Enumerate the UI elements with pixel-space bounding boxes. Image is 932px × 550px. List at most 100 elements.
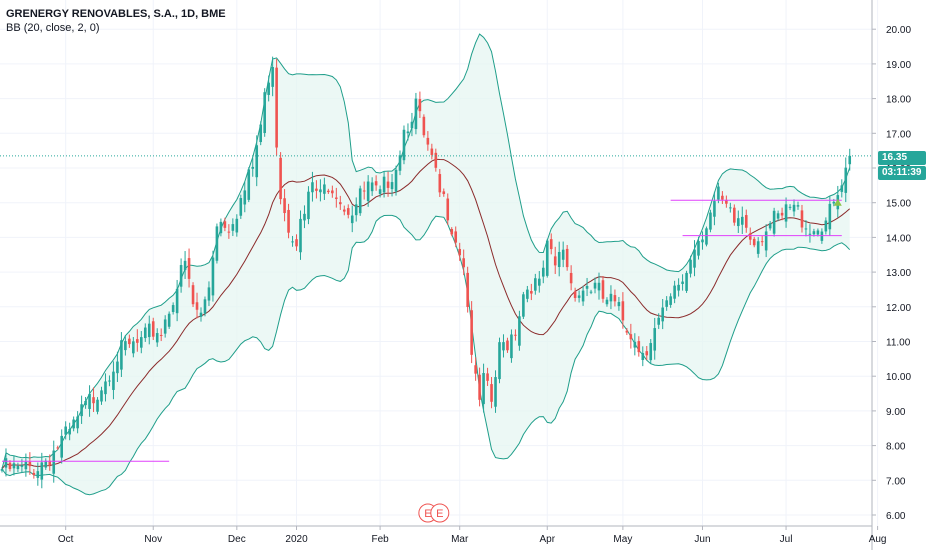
candle: [780, 207, 784, 221]
candle: [136, 329, 139, 352]
candle: [637, 336, 641, 357]
candle: [275, 58, 278, 156]
time-tick-label: Jul: [780, 534, 793, 545]
price-tick-label: 7.00: [886, 476, 906, 487]
candle: [64, 421, 67, 440]
candle: [331, 185, 334, 198]
candle: [426, 131, 430, 151]
candle: [824, 217, 828, 235]
candle: [72, 416, 75, 432]
candle: [725, 195, 728, 208]
candle: [764, 224, 768, 258]
price-tick-label: 12.00: [886, 303, 911, 314]
candle: [327, 188, 330, 194]
candle: [665, 296, 668, 311]
candle: [259, 121, 262, 146]
candle: [84, 397, 87, 409]
candle: [585, 277, 589, 297]
candle: [315, 180, 318, 199]
candle: [442, 188, 446, 197]
candle: [366, 175, 370, 207]
candle: [840, 179, 844, 198]
candle: [729, 202, 732, 213]
candle: [541, 260, 545, 284]
candle: [219, 218, 223, 237]
candle: [514, 329, 517, 341]
candle: [625, 328, 629, 336]
horizontal-levels[interactable]: [2, 199, 842, 462]
candle: [116, 351, 119, 383]
candle: [760, 236, 764, 246]
candle: [573, 287, 577, 302]
candle: [203, 296, 207, 317]
time-tick-label: Apr: [539, 534, 555, 545]
candle: [243, 181, 247, 213]
candle: [430, 143, 434, 160]
candle: [143, 323, 147, 342]
candle: [796, 201, 800, 210]
candle: [494, 370, 497, 413]
candle: [737, 210, 740, 234]
time-tick-label: Mar: [451, 534, 469, 545]
candle: [474, 357, 477, 381]
candle: [522, 291, 525, 319]
time-axis[interactable]: Oct Nov Dec 2020 Feb Mar Apr May Jun Jul Aug: [58, 526, 887, 545]
price-tick-label: 20.00: [886, 25, 911, 36]
candle: [502, 334, 505, 358]
candle: [287, 203, 290, 239]
candle: [466, 266, 469, 313]
candle: [848, 148, 852, 171]
candle: [418, 91, 422, 119]
price-tick-label: 9.00: [886, 407, 906, 418]
candle: [92, 387, 95, 412]
candle: [394, 165, 398, 196]
price-tick-label: 18.00: [886, 95, 911, 106]
candle: [410, 112, 414, 137]
price-tick-label: 15.00: [886, 199, 911, 210]
candle: [553, 246, 557, 275]
last-price-badge: 16.35: [878, 151, 926, 165]
candle: [271, 56, 274, 97]
candle: [207, 281, 211, 307]
time-tick-label: Aug: [869, 534, 887, 545]
candle: [581, 285, 585, 306]
candle: [561, 241, 565, 268]
candle: [319, 179, 322, 202]
time-tick-label: Nov: [144, 534, 162, 545]
candle: [828, 196, 832, 237]
candle: [68, 422, 71, 441]
candle: [120, 332, 123, 378]
candle: [498, 337, 501, 384]
candle: [669, 293, 672, 308]
candle: [744, 209, 748, 233]
candle: [342, 205, 346, 216]
candle: [362, 181, 366, 200]
candle: [808, 224, 812, 243]
candle: [231, 218, 235, 237]
candle: [414, 92, 418, 135]
candle: [816, 228, 820, 237]
candle: [16, 462, 20, 473]
candle: [713, 191, 716, 226]
candle: [4, 448, 8, 477]
candle: [112, 361, 115, 400]
candle: [179, 258, 183, 293]
candle: [76, 411, 79, 434]
bollinger-basis-line: [1, 158, 851, 470]
indicator-legend[interactable]: BB (20, close, 2, 0): [6, 22, 100, 34]
time-tick-label: 2020: [285, 534, 308, 545]
candle: [617, 296, 621, 311]
candle: [159, 328, 163, 342]
price-tick-label: 8.00: [886, 442, 906, 453]
candle: [506, 337, 509, 353]
candle: [390, 173, 394, 197]
candle: [458, 242, 461, 261]
candle: [350, 205, 354, 233]
earnings-event-icon[interactable]: E: [430, 503, 450, 523]
candle: [295, 234, 298, 251]
candle: [402, 125, 406, 165]
candle: [486, 367, 489, 386]
candle: [215, 223, 219, 264]
